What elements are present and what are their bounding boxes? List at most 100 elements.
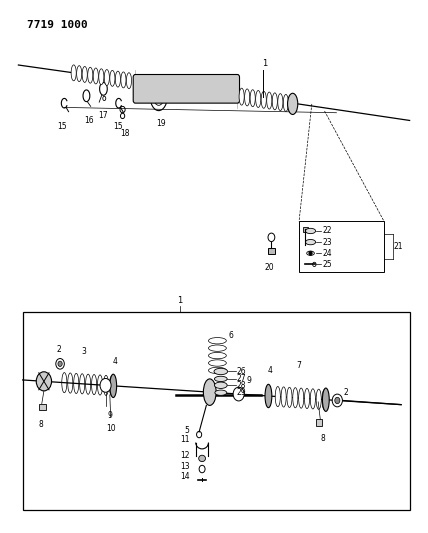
Text: 1: 1	[177, 296, 183, 305]
Text: 16: 16	[84, 116, 93, 125]
Text: 19: 19	[156, 119, 166, 128]
Ellipse shape	[82, 67, 87, 83]
Ellipse shape	[261, 91, 266, 108]
Text: 23: 23	[322, 238, 332, 247]
Ellipse shape	[104, 70, 110, 85]
Ellipse shape	[289, 95, 294, 112]
Text: 5: 5	[184, 426, 189, 435]
Bar	[303, 227, 308, 232]
Ellipse shape	[196, 431, 202, 438]
Ellipse shape	[278, 94, 283, 111]
Ellipse shape	[306, 228, 315, 233]
Text: 14: 14	[181, 472, 190, 481]
Text: 17: 17	[98, 111, 107, 120]
Text: 15: 15	[57, 122, 67, 131]
Bar	[23, 312, 410, 511]
Text: 22: 22	[322, 227, 332, 236]
Ellipse shape	[92, 375, 97, 394]
Ellipse shape	[250, 90, 255, 107]
Ellipse shape	[74, 373, 79, 393]
Ellipse shape	[199, 455, 205, 462]
Ellipse shape	[287, 387, 292, 407]
Text: 2: 2	[57, 345, 62, 354]
Ellipse shape	[110, 376, 115, 396]
Ellipse shape	[239, 88, 244, 105]
Ellipse shape	[88, 67, 93, 83]
Ellipse shape	[98, 375, 103, 395]
Text: 15: 15	[113, 122, 123, 131]
Ellipse shape	[208, 367, 226, 374]
Text: 4: 4	[113, 357, 118, 366]
Ellipse shape	[110, 374, 116, 398]
Ellipse shape	[306, 239, 315, 245]
Ellipse shape	[93, 68, 98, 84]
Circle shape	[58, 361, 62, 367]
Circle shape	[233, 387, 244, 401]
Bar	[299, 221, 384, 272]
Ellipse shape	[267, 92, 272, 109]
Text: 11: 11	[181, 435, 190, 445]
Ellipse shape	[265, 384, 272, 408]
Ellipse shape	[208, 360, 226, 366]
Ellipse shape	[307, 251, 314, 255]
Text: 3: 3	[82, 348, 87, 357]
Text: 9: 9	[107, 411, 112, 420]
Ellipse shape	[110, 70, 115, 86]
Bar	[316, 419, 322, 426]
Circle shape	[100, 378, 111, 392]
Ellipse shape	[62, 373, 67, 393]
Ellipse shape	[68, 373, 73, 393]
Ellipse shape	[77, 66, 82, 82]
Text: 7719 1000: 7719 1000	[27, 20, 88, 30]
Ellipse shape	[316, 389, 321, 409]
Text: 9: 9	[247, 376, 251, 385]
Ellipse shape	[256, 91, 261, 108]
Ellipse shape	[153, 88, 164, 106]
Ellipse shape	[283, 94, 288, 111]
Text: 10: 10	[106, 424, 116, 432]
Ellipse shape	[80, 374, 85, 394]
Text: 21: 21	[393, 242, 403, 251]
Ellipse shape	[245, 89, 250, 106]
Text: 28: 28	[237, 381, 246, 390]
Ellipse shape	[99, 69, 104, 85]
Circle shape	[199, 465, 205, 473]
Text: 2: 2	[344, 388, 348, 397]
Text: 1: 1	[262, 59, 268, 68]
Circle shape	[56, 359, 64, 369]
Ellipse shape	[299, 388, 304, 408]
Text: 7: 7	[297, 361, 301, 370]
Ellipse shape	[272, 93, 277, 110]
Ellipse shape	[208, 337, 226, 344]
Ellipse shape	[214, 368, 228, 375]
Ellipse shape	[293, 387, 298, 408]
Text: 6: 6	[228, 331, 233, 340]
Ellipse shape	[214, 382, 227, 389]
Ellipse shape	[281, 387, 286, 407]
Circle shape	[309, 251, 312, 255]
Ellipse shape	[126, 72, 131, 88]
Ellipse shape	[86, 374, 91, 394]
Text: 24: 24	[322, 249, 332, 258]
Ellipse shape	[121, 72, 126, 88]
Ellipse shape	[310, 389, 315, 409]
Text: 12: 12	[181, 451, 190, 461]
Circle shape	[335, 397, 340, 403]
Text: 18: 18	[120, 128, 129, 138]
Ellipse shape	[208, 345, 226, 351]
Circle shape	[36, 372, 51, 391]
Text: 4: 4	[268, 366, 273, 375]
Ellipse shape	[150, 83, 167, 111]
Text: 29: 29	[236, 388, 246, 397]
Text: 20: 20	[265, 263, 274, 272]
Text: 8: 8	[38, 419, 43, 429]
Circle shape	[312, 262, 316, 266]
Ellipse shape	[288, 93, 298, 115]
Bar	[39, 403, 46, 410]
Text: 13: 13	[181, 462, 190, 471]
Ellipse shape	[322, 388, 329, 411]
Text: 25: 25	[322, 260, 332, 269]
Ellipse shape	[215, 390, 227, 395]
Ellipse shape	[71, 65, 76, 81]
Ellipse shape	[214, 376, 227, 382]
